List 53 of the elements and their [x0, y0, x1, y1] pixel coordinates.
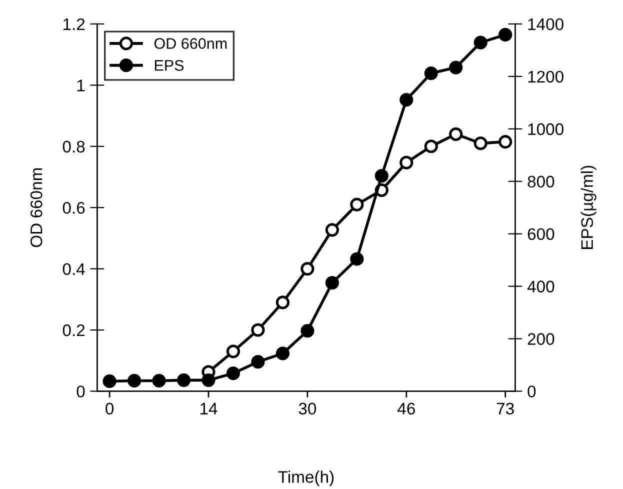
point	[127, 374, 142, 388]
point	[350, 198, 364, 212]
y-tick-label: 0	[76, 386, 85, 398]
point	[424, 140, 438, 154]
point	[300, 262, 314, 276]
point	[251, 323, 265, 337]
point	[325, 276, 339, 290]
point	[202, 373, 216, 387]
point	[424, 66, 438, 80]
point	[102, 374, 116, 388]
point	[276, 296, 290, 310]
y2-tick-label: 1000	[528, 123, 564, 136]
x-axis-title: Time(h)	[278, 470, 334, 486]
point	[251, 355, 265, 369]
y2-tick-label: 1200	[528, 70, 564, 83]
point	[374, 169, 388, 183]
point	[350, 252, 364, 266]
y2-tick-label: 0	[528, 386, 536, 398]
point	[449, 127, 463, 141]
y2-axis-title: EPS(µg/ml)	[580, 166, 596, 249]
x-tick-label: 73	[496, 402, 514, 415]
x-tick-label: 30	[298, 402, 316, 415]
point	[152, 374, 166, 388]
y2-tick-label: 200	[528, 333, 554, 345]
y-tick-label: 0.2	[62, 324, 85, 336]
y2-tick-label: 800	[528, 176, 554, 188]
point	[400, 156, 414, 170]
point	[300, 324, 314, 338]
legend-label: EPS	[154, 60, 184, 71]
x-tick-label: 0	[106, 402, 114, 415]
y-tick-label: 0.4	[62, 263, 85, 275]
legend-label: OD 660nm	[154, 38, 227, 49]
point	[474, 136, 488, 150]
x-tick-label: 46	[398, 402, 415, 415]
point	[498, 134, 512, 149]
point	[400, 92, 414, 107]
point	[325, 223, 339, 237]
x-tick-label: 14	[200, 402, 218, 414]
y-tick-label: 1.2	[63, 18, 85, 30]
point	[176, 373, 191, 387]
point	[449, 60, 463, 74]
y2-tick-label: 1400	[528, 18, 564, 30]
point	[276, 346, 290, 360]
point	[498, 28, 512, 42]
point	[474, 36, 488, 50]
y-axis-title: OD 660nm	[30, 168, 42, 248]
y2-tick-label: 400	[527, 280, 554, 292]
point	[226, 344, 240, 358]
y-tick-label: 1	[77, 80, 85, 92]
y-tick-label: 0.8	[62, 140, 85, 153]
y-tick-label: 0.6	[62, 202, 85, 214]
point	[226, 366, 240, 380]
y2-tick-label: 600	[528, 228, 554, 240]
